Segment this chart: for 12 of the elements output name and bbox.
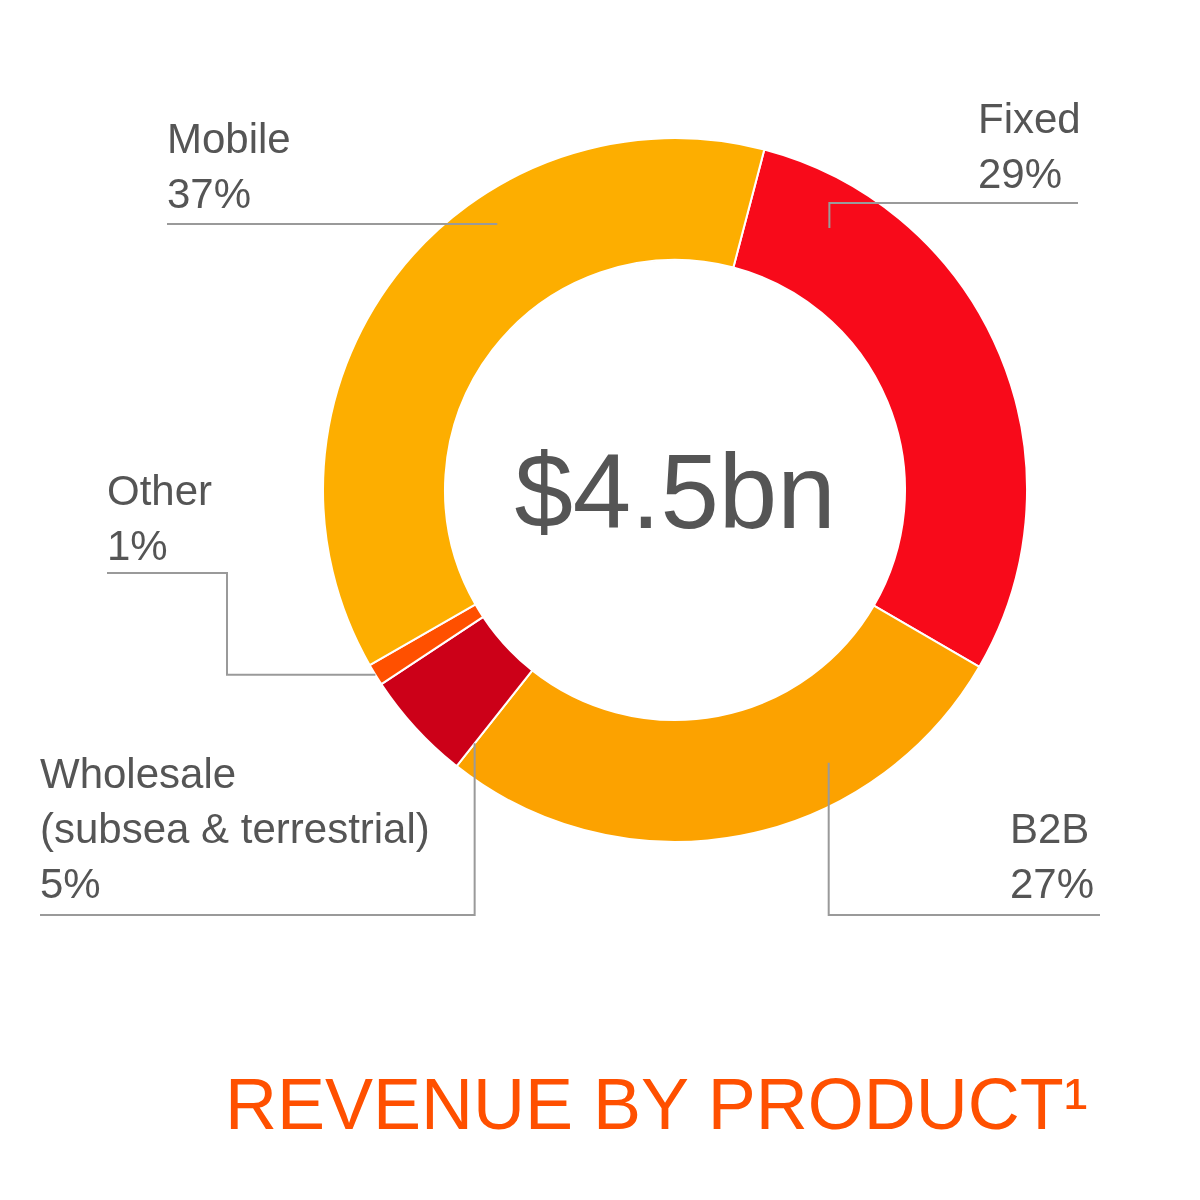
slice-label: Other	[107, 467, 213, 514]
text: REVENUE BY PRODUCT¹	[225, 1064, 1088, 1144]
data-label: 29%	[978, 150, 1063, 197]
slice-label: Fixed	[978, 95, 1081, 142]
data-label: 5%	[40, 860, 101, 907]
data-label: 27%	[1010, 860, 1095, 907]
data-label: 1%	[107, 522, 168, 569]
slice-label: Mobile	[167, 115, 291, 162]
text: $4.5bn	[514, 433, 836, 550]
data-label: 37%	[167, 170, 252, 217]
slice-label: B2B	[1010, 805, 1090, 852]
slice-label: Wholesale (subsea & terrestrial)	[40, 750, 430, 852]
